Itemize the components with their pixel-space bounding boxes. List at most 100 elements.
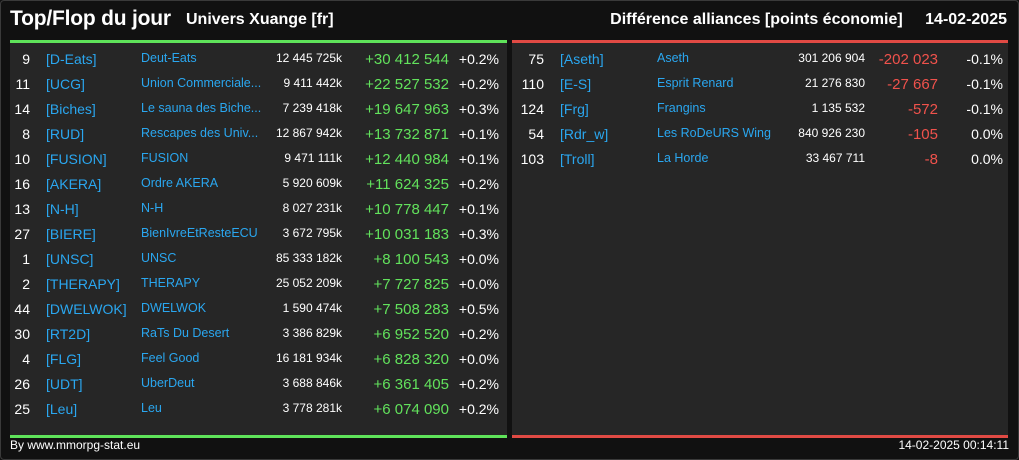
- percent-change: +0.2%: [458, 176, 499, 192]
- top-row: 9 [D-Eats] Deut-Eats 12 445 725k +30 412 544…: [10, 51, 507, 76]
- alliance-name-link[interactable]: Ordre AKERA: [141, 176, 219, 190]
- alliance-tag-link[interactable]: [UDT]: [46, 376, 83, 392]
- alliance-tag-link[interactable]: [Aseth]: [560, 51, 604, 67]
- alliance-rank: 110: [521, 76, 544, 92]
- alliance-name-link[interactable]: THERAPY: [141, 276, 201, 290]
- alliance-points: 840 926 230: [798, 126, 865, 140]
- alliance-rank: 54: [528, 126, 544, 142]
- alliance-name-link[interactable]: FUSION: [141, 151, 189, 165]
- alliance-points: 8 027 231k: [282, 201, 342, 215]
- alliance-tag-link[interactable]: [UNSC]: [46, 251, 94, 267]
- alliance-tag-link[interactable]: [N-H]: [46, 201, 79, 217]
- percent-change: +0.1%: [458, 126, 499, 142]
- top-row: 2 [THERAPY] THERAPY 25 052 209k +7 727 825 +0…: [10, 276, 507, 301]
- alliance-name-link[interactable]: N-H: [141, 201, 164, 215]
- alliance-points: 1 135 532: [811, 101, 865, 115]
- alliance-points: 25 052 209k: [275, 276, 342, 290]
- alliance-rank: 25: [14, 401, 30, 417]
- alliance-name-link[interactable]: Frangins: [657, 101, 706, 115]
- flop-row: 110 [E-S] Esprit Renard 21 276 830 -27 667 -0…: [512, 76, 1008, 101]
- points-difference: +12 440 984: [365, 151, 449, 168]
- alliance-rank: 26: [14, 376, 30, 392]
- top-row: 27 [BIERE] BienIvreEtResteECU 3 672 795k +10…: [10, 226, 507, 251]
- flop-row: 103 [Troll] La Horde 33 467 711 -8 0.0%: [512, 151, 1008, 176]
- top-row: 25 [Leu] Leu 3 778 281k +6 074 090 +0.2%: [10, 401, 507, 426]
- alliance-name-link[interactable]: Le sauna des Biche...: [141, 101, 262, 115]
- alliance-name-link[interactable]: Esprit Renard: [657, 76, 734, 90]
- alliance-rank: 75: [528, 51, 544, 67]
- alliance-name-link[interactable]: UberDeut: [141, 376, 195, 390]
- percent-change: -0.1%: [966, 101, 1003, 117]
- alliance-points: 21 276 830: [804, 76, 865, 90]
- alliance-rank: 10: [14, 151, 30, 167]
- alliance-name-link[interactable]: La Horde: [657, 151, 709, 165]
- alliance-rank: 14: [14, 101, 30, 117]
- alliance-name-link[interactable]: Les RoDeURS Wing: [657, 126, 771, 140]
- alliance-tag-link[interactable]: [Leu]: [46, 401, 78, 417]
- percent-change: -0.1%: [966, 51, 1003, 67]
- alliance-tag-link[interactable]: [AKERA]: [46, 176, 102, 192]
- flop-panel: 75 [Aseth] Aseth 301 206 904 -202 023 -0.1% 11…: [512, 40, 1008, 438]
- alliance-points: 3 386 829k: [282, 326, 342, 340]
- flop-row: 75 [Aseth] Aseth 301 206 904 -202 023 -0.1%: [512, 51, 1008, 76]
- alliance-name-link[interactable]: UNSC: [141, 251, 177, 265]
- percent-change: +0.2%: [458, 326, 499, 342]
- points-difference: +10 031 183: [365, 226, 449, 243]
- points-difference: +13 732 871: [365, 126, 449, 143]
- alliance-name-link[interactable]: Aseth: [657, 51, 689, 65]
- alliance-tag-link[interactable]: [BIERE]: [46, 226, 96, 242]
- alliance-tag-link[interactable]: [Frg]: [560, 101, 589, 117]
- alliance-points: 9 411 442k: [283, 76, 343, 90]
- alliance-points: 5 920 609k: [282, 176, 342, 190]
- alliance-tag-link[interactable]: [DWELWOK]: [46, 301, 127, 317]
- points-difference: -27 667: [887, 76, 938, 93]
- universe-label: Univers Xuange [fr]: [186, 11, 334, 28]
- alliance-tag-link[interactable]: [Troll]: [560, 151, 595, 167]
- alliance-points: 33 467 711: [805, 151, 865, 165]
- points-difference: -105: [907, 126, 938, 143]
- footer-source: By www.mmorpg-stat.eu: [10, 438, 141, 452]
- alliance-tag-link[interactable]: [THERAPY]: [46, 276, 120, 292]
- alliance-points: 1 590 474k: [282, 301, 342, 315]
- alliance-tag-link[interactable]: [Biches]: [46, 101, 96, 117]
- alliance-name-link[interactable]: Rescapes des Univ...: [141, 126, 259, 140]
- alliance-rank: 27: [14, 226, 30, 242]
- alliance-name-link[interactable]: Deut-Eats: [141, 51, 197, 65]
- percent-change: +0.2%: [458, 51, 499, 67]
- points-difference: +10 778 447: [365, 201, 449, 218]
- header: Top/Flop du jour Univers Xuange [fr] Dif…: [0, 0, 1019, 40]
- alliance-name-link[interactable]: Union Commerciale...: [141, 76, 262, 90]
- alliance-rank: 16: [14, 176, 30, 192]
- alliance-name-link[interactable]: Feel Good: [141, 351, 200, 365]
- percent-change: +0.2%: [458, 401, 499, 417]
- points-difference: +30 412 544: [365, 51, 449, 68]
- top-panel: 9 [D-Eats] Deut-Eats 12 445 725k +30 412 544…: [10, 40, 507, 438]
- alliance-tag-link[interactable]: [FUSION]: [46, 151, 107, 167]
- flop-row: 54 [Rdr_w] Les RoDeURS Wing 840 926 230 -105…: [512, 126, 1008, 151]
- alliance-name-link[interactable]: BienIvreEtResteECU: [141, 226, 258, 240]
- top-row: 1 [UNSC] UNSC 85 333 182k +8 100 543 +0.0%: [10, 251, 507, 276]
- top-row: 4 [FLG] Feel Good 16 181 934k +6 828 320 +0.0…: [10, 351, 507, 376]
- alliance-tag-link[interactable]: [RT2D]: [46, 326, 91, 342]
- points-difference: -8: [924, 151, 938, 168]
- percent-change: +0.0%: [458, 351, 499, 367]
- alliance-tag-link[interactable]: [UCG]: [46, 76, 85, 92]
- alliance-tag-link[interactable]: [RUD]: [46, 126, 85, 142]
- page-title: Top/Flop du jour: [10, 7, 171, 30]
- flop-row: 124 [Frg] Frangins 1 135 532 -572 -0.1%: [512, 101, 1008, 126]
- alliance-points: 3 672 795k: [282, 226, 342, 240]
- alliance-rank: 4: [22, 351, 30, 367]
- alliance-name-link[interactable]: RaTs Du Desert: [141, 326, 230, 340]
- alliance-name-link[interactable]: Leu: [141, 401, 162, 415]
- alliance-tag-link[interactable]: [Rdr_w]: [560, 126, 609, 142]
- percent-change: +0.1%: [458, 201, 499, 217]
- alliance-points: 3 778 281k: [282, 401, 342, 415]
- alliance-name-link[interactable]: DWELWOK: [141, 301, 207, 315]
- alliance-tag-link[interactable]: [D-Eats]: [46, 51, 97, 67]
- points-difference: +22 527 532: [365, 76, 449, 93]
- header-date: 14-02-2025: [925, 11, 1007, 28]
- points-difference: +6 828 320: [373, 351, 450, 368]
- alliance-tag-link[interactable]: [E-S]: [560, 76, 592, 92]
- alliance-tag-link[interactable]: [FLG]: [46, 351, 82, 367]
- alliance-points: 9 471 111k: [284, 151, 342, 165]
